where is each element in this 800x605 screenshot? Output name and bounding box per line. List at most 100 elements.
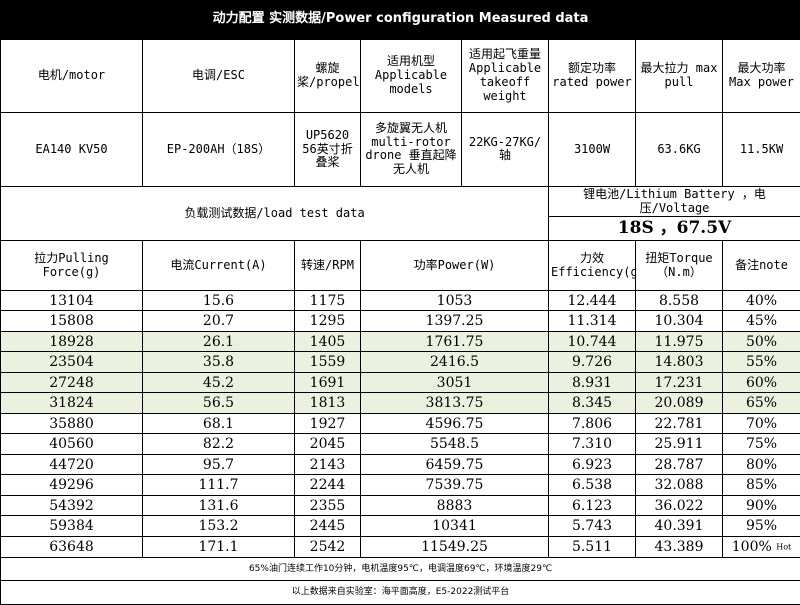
cell-efficiency: 6.123 xyxy=(548,494,636,517)
cell-current: 171.1 xyxy=(142,535,295,558)
cell-note: 95% xyxy=(721,515,800,537)
cell-pulling-force: 13104 xyxy=(0,289,143,312)
cell-current: 35.8 xyxy=(142,351,295,373)
cell-rpm: 1405 xyxy=(294,330,361,353)
cell-efficiency: 6.923 xyxy=(548,453,636,476)
table-row: 13104 15.6 1175 1053 12.444 8.558 40% xyxy=(0,289,800,312)
note-throttle: 50% xyxy=(745,333,778,350)
header-propeller: 螺旋桨/propeller xyxy=(294,38,361,114)
note-throttle: 70% xyxy=(745,415,778,432)
cell-power: 3051 xyxy=(360,371,549,394)
cell-rpm: 2045 xyxy=(294,433,361,455)
note-throttle: 100% xyxy=(731,538,772,555)
value-models: 多旋翼无人机 multi-rotor drone 垂直起降无人机 xyxy=(360,112,462,187)
header-takeoff-weight: 适用起飞重量 Applicable takeoff weight xyxy=(461,38,549,114)
cell-current: 68.1 xyxy=(142,412,295,435)
cell-torque: 8.558 xyxy=(635,289,723,312)
cell-pulling-force: 49296 xyxy=(0,474,143,496)
value-max-pull: 63.6KG xyxy=(635,112,723,187)
cell-power: 6459.75 xyxy=(360,453,549,476)
header-max-pull: 最大拉力 max pull xyxy=(635,38,723,114)
cell-rpm: 2355 xyxy=(294,494,361,517)
cell-rpm: 1927 xyxy=(294,412,361,435)
note-throttle: 65% xyxy=(745,395,778,412)
cell-pulling-force: 35880 xyxy=(0,412,143,435)
table-row: 27248 45.2 1691 3051 8.931 17.231 60% xyxy=(0,371,800,394)
column-torque: 扭矩Torque（N.m） xyxy=(635,240,723,291)
cell-power: 8883 xyxy=(360,494,549,517)
cell-current: 15.6 xyxy=(142,289,295,312)
note-throttle: 80% xyxy=(745,456,778,473)
cell-torque: 28.787 xyxy=(635,453,723,476)
cell-note: 75% xyxy=(721,433,800,455)
cell-torque: 20.089 xyxy=(635,392,723,414)
value-takeoff-weight: 22KG-27KG/轴 xyxy=(461,112,549,187)
cell-pulling-force: 31824 xyxy=(0,392,143,414)
note-throttle: 75% xyxy=(745,436,778,453)
table-row: 59384 153.2 2445 10341 5.743 40.391 95% xyxy=(0,515,800,537)
note-throttle: 55% xyxy=(745,354,778,371)
column-note: 备注note xyxy=(721,240,800,291)
footer-test-note: 65%油门连续工作10分钟，电机温度95℃，电调温度69℃，环境温度29℃ xyxy=(0,556,800,582)
cell-current: 56.5 xyxy=(142,392,295,414)
cell-note: 90% xyxy=(721,494,800,517)
value-motor: EA140 KV50 xyxy=(0,112,143,187)
cell-torque: 32.088 xyxy=(635,474,723,496)
cell-efficiency: 7.310 xyxy=(548,433,636,455)
header-esc: 电调/ESC xyxy=(142,38,295,114)
header-motor: 电机/motor xyxy=(0,38,143,114)
cell-efficiency: 5.511 xyxy=(548,535,636,558)
table-row: 31824 56.5 1813 3813.75 8.345 20.089 65% xyxy=(0,392,800,414)
value-esc: EP-200AH（18S） xyxy=(142,112,295,187)
cell-current: 131.6 xyxy=(142,494,295,517)
cell-efficiency: 10.744 xyxy=(548,330,636,353)
cell-pulling-force: 40560 xyxy=(0,433,143,455)
cell-torque: 11.975 xyxy=(635,330,723,353)
cell-efficiency: 12.444 xyxy=(548,289,636,312)
cell-efficiency: 5.743 xyxy=(548,515,636,537)
cell-efficiency: 7.806 xyxy=(548,412,636,435)
cell-pulling-force: 23504 xyxy=(0,351,143,373)
cell-pulling-force: 59384 xyxy=(0,515,143,537)
cell-torque: 36.022 xyxy=(635,494,723,517)
table-row: 44720 95.7 2143 6459.75 6.923 28.787 80% xyxy=(0,453,800,476)
cell-current: 95.7 xyxy=(142,453,295,476)
cell-power: 5548.5 xyxy=(360,433,549,455)
column-pulling-force: 拉力Pulling Force(g) xyxy=(0,240,143,291)
cell-power: 2416.5 xyxy=(360,351,549,373)
header-models: 适用机型 Applicable models xyxy=(360,38,462,114)
cell-efficiency: 6.538 xyxy=(548,474,636,496)
cell-efficiency: 11.314 xyxy=(548,310,636,332)
value-propeller: UP5620 56英寸折叠桨 xyxy=(294,112,361,187)
cell-rpm: 1691 xyxy=(294,371,361,394)
cell-power: 11549.25 xyxy=(360,535,549,558)
header-rated-power: 额定功率 rated power xyxy=(548,38,636,114)
cell-power: 1761.75 xyxy=(360,330,549,353)
cell-note: 85% xyxy=(721,474,800,496)
cell-torque: 25.911 xyxy=(635,433,723,455)
footer-source: 以上数据来自实验室：海平面高度，E5-2022测试平台 xyxy=(0,580,800,605)
cell-note: 45% xyxy=(721,310,800,332)
column-rpm: 转速/RPM xyxy=(294,240,361,291)
cell-power: 3813.75 xyxy=(360,392,549,414)
cell-current: 20.7 xyxy=(142,310,295,332)
cell-power: 1397.25 xyxy=(360,310,549,332)
cell-rpm: 1295 xyxy=(294,310,361,332)
cell-efficiency: 9.726 xyxy=(548,351,636,373)
cell-rpm: 1175 xyxy=(294,289,361,312)
cell-pulling-force: 15808 xyxy=(0,310,143,332)
cell-torque: 22.781 xyxy=(635,412,723,435)
cell-efficiency: 8.345 xyxy=(548,392,636,414)
cell-torque: 10.304 xyxy=(635,310,723,332)
cell-current: 111.7 xyxy=(142,474,295,496)
table-row: 63648 171.1 2542 11549.25 5.511 43.389 100% Ho… xyxy=(0,535,800,558)
cell-current: 153.2 xyxy=(142,515,295,537)
cell-power: 1053 xyxy=(360,289,549,312)
cell-pulling-force: 27248 xyxy=(0,371,143,394)
cell-rpm: 1559 xyxy=(294,351,361,373)
value-rated-power: 3100W xyxy=(548,112,636,187)
cell-torque: 43.389 xyxy=(635,535,723,558)
note-throttle: 40% xyxy=(745,292,778,309)
cell-rpm: 2542 xyxy=(294,535,361,558)
